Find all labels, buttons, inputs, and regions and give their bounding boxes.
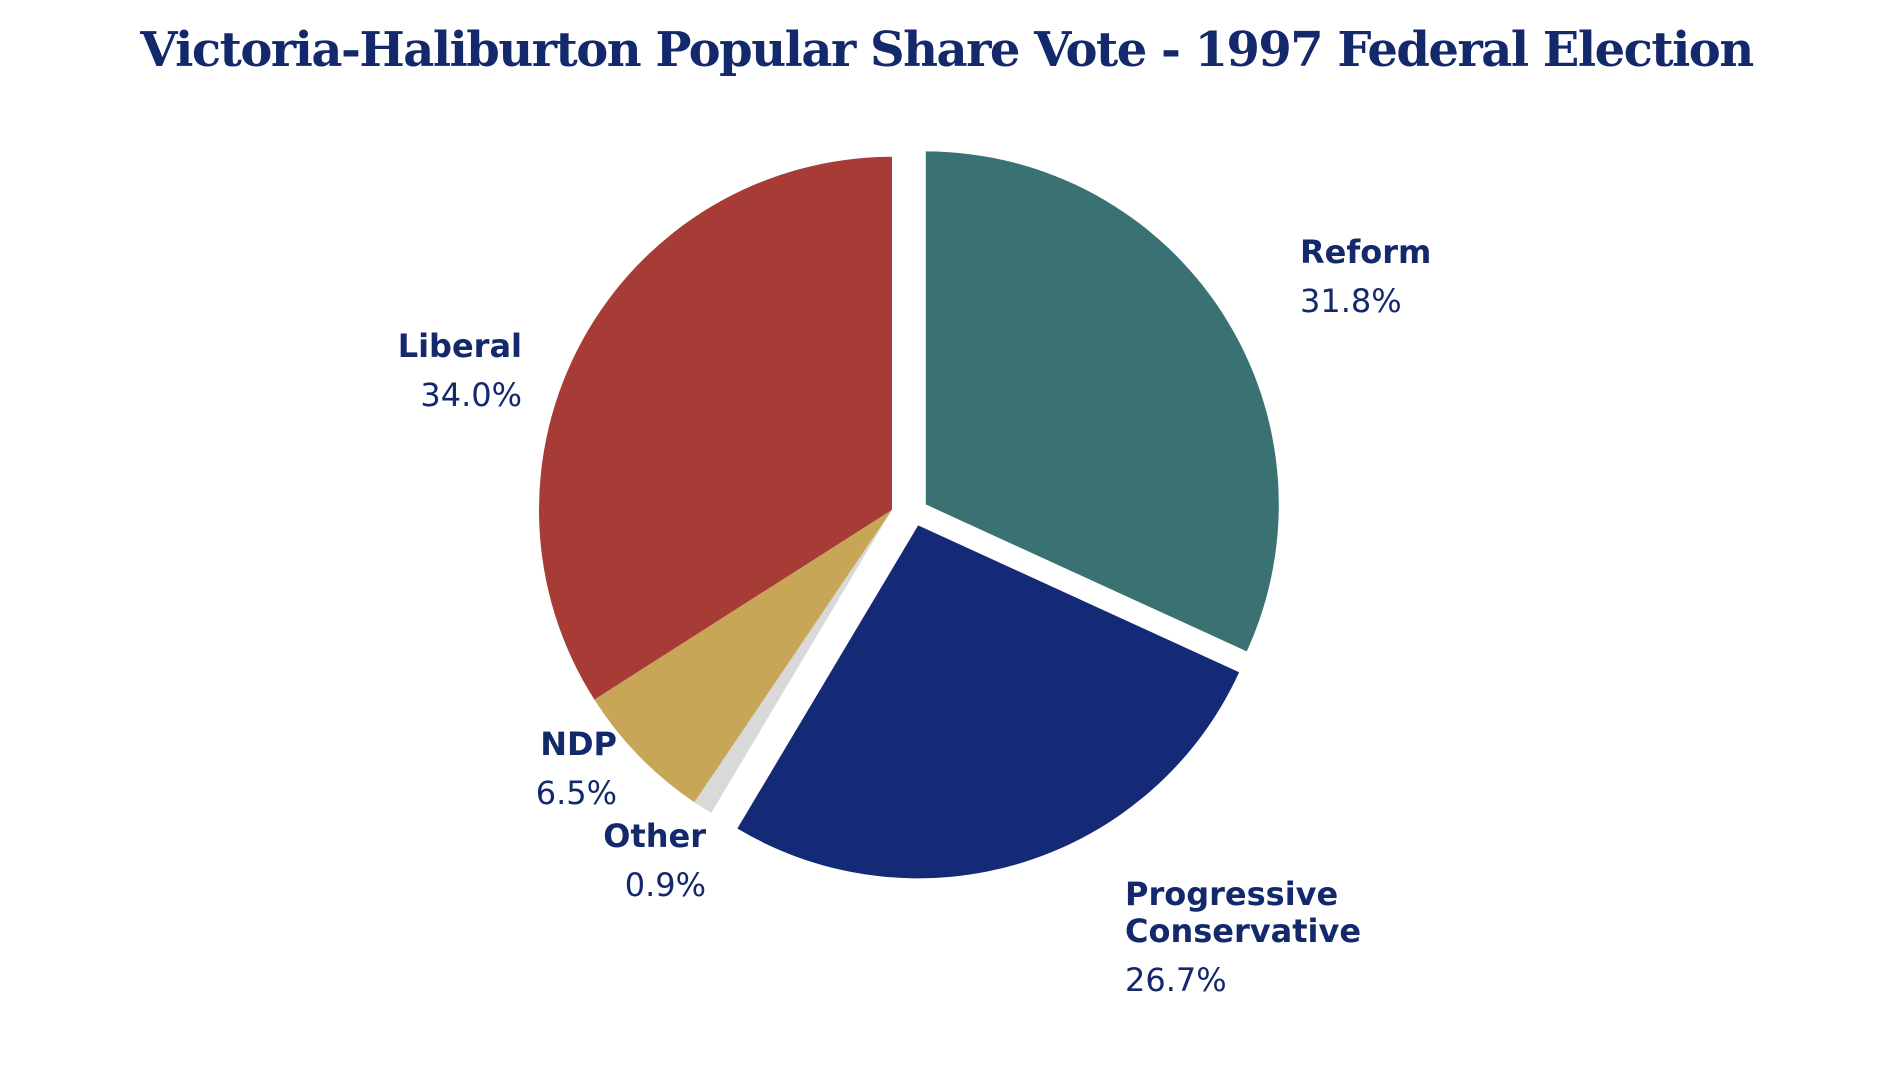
slice-label-liberal: Liberal 34.0% [398,327,522,414]
chart-title: Victoria-Haliburton Popular Share Vote -… [140,22,1754,78]
slice-value-reform: 31.8% [1300,282,1402,320]
slice-ndp [594,509,892,803]
slice-label-reform: Reform 31.8% [1300,233,1431,320]
slice-reform [925,151,1279,652]
slice-name-ndp: NDP [540,725,617,763]
slice-progressive-conservative [737,525,1240,879]
slice-label-ndp: NDP 6.5% [536,725,617,812]
slice-label-other: Other 0.9% [603,817,706,904]
pie-slices [539,151,1279,879]
slice-name-reform: Reform [1300,233,1431,271]
slice-value-progressive-conservative: 26.7% [1125,961,1227,999]
slice-name-progressive-conservative-line-2: Conservative [1125,912,1361,950]
slice-liberal [539,156,892,700]
slice-value-other: 0.9% [625,866,706,904]
slice-name-other: Other [603,817,706,855]
slice-name-liberal: Liberal [398,327,522,365]
slice-other [694,509,892,813]
slice-label-progressive-conservative: Progressive Conservative 26.7% [1125,875,1361,999]
slice-labels: Reform 31.8% Progressive Conservative 26.7% O… [398,233,1432,999]
slice-name-progressive-conservative-line-1: Progressive [1125,875,1338,913]
slice-value-ndp: 6.5% [536,774,617,812]
slice-value-liberal: 34.0% [420,376,522,414]
